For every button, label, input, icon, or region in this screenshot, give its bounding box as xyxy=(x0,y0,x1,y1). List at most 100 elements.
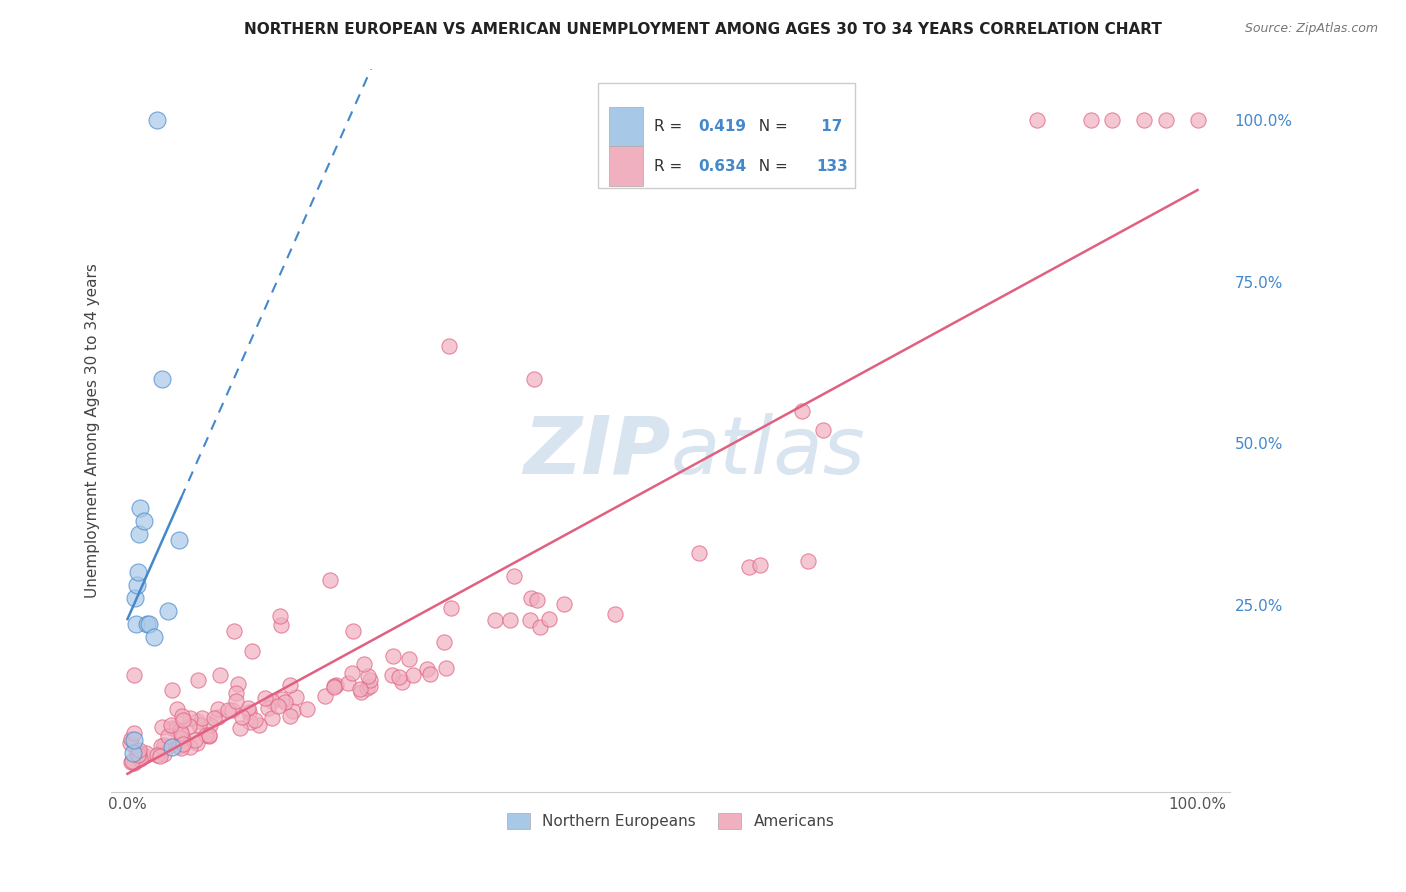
Point xyxy=(217,703,239,717)
Point xyxy=(603,607,626,621)
Point xyxy=(342,665,364,680)
Point xyxy=(357,669,380,683)
Point xyxy=(440,601,463,615)
Point xyxy=(121,746,143,760)
Point xyxy=(274,695,297,709)
Text: 0.634: 0.634 xyxy=(699,159,747,174)
Point xyxy=(553,597,575,611)
Point xyxy=(359,673,381,687)
Point xyxy=(281,704,304,718)
Point xyxy=(132,748,155,763)
Text: R =: R = xyxy=(654,159,688,174)
Point xyxy=(322,679,344,693)
Point xyxy=(1133,113,1156,128)
Point xyxy=(125,743,148,757)
Point xyxy=(128,747,150,762)
Point xyxy=(737,560,759,574)
Point xyxy=(319,573,342,587)
Point xyxy=(1154,113,1177,128)
Point xyxy=(523,371,546,385)
Point xyxy=(157,730,180,744)
Point xyxy=(150,720,173,734)
Text: N =: N = xyxy=(749,159,793,174)
Point xyxy=(170,709,193,723)
Point xyxy=(118,736,141,750)
Point xyxy=(122,733,145,747)
Point xyxy=(402,668,425,682)
Point xyxy=(688,546,710,560)
Point xyxy=(262,693,284,707)
Point xyxy=(749,558,772,572)
Point xyxy=(381,668,404,682)
Point xyxy=(179,739,201,754)
Point xyxy=(271,692,294,706)
Point xyxy=(240,644,263,658)
Point xyxy=(121,754,143,768)
Point xyxy=(174,735,197,749)
Point xyxy=(120,731,142,746)
Point xyxy=(1026,113,1049,128)
Point xyxy=(262,711,284,725)
Point xyxy=(236,701,259,715)
Point xyxy=(129,500,152,515)
Point xyxy=(529,620,551,634)
Point xyxy=(342,624,364,638)
Point xyxy=(197,729,219,743)
Point xyxy=(152,742,174,756)
Text: R =: R = xyxy=(654,119,688,134)
Point xyxy=(416,663,439,677)
Point xyxy=(419,667,441,681)
Legend: Northern Europeans, Americans: Northern Europeans, Americans xyxy=(501,806,841,835)
Point xyxy=(165,723,187,737)
Point xyxy=(295,702,318,716)
Text: 17: 17 xyxy=(815,119,842,134)
Point xyxy=(225,693,247,707)
Point xyxy=(323,680,346,694)
Point xyxy=(128,743,150,757)
Point xyxy=(254,690,277,705)
Point xyxy=(520,591,543,605)
Point xyxy=(170,725,193,739)
Point xyxy=(186,714,208,728)
Point xyxy=(225,686,247,700)
Point xyxy=(350,685,373,699)
Point xyxy=(160,683,183,698)
Point xyxy=(239,714,262,729)
Point xyxy=(153,738,176,752)
Point xyxy=(169,723,191,738)
Point xyxy=(432,634,454,648)
FancyBboxPatch shape xyxy=(609,146,643,186)
Point xyxy=(160,722,183,736)
Point xyxy=(194,728,217,742)
Point xyxy=(231,710,253,724)
Point xyxy=(138,617,160,632)
Point xyxy=(336,676,359,690)
Point xyxy=(127,578,149,592)
Point xyxy=(247,717,270,731)
Point xyxy=(388,669,411,683)
Point xyxy=(179,711,201,725)
Text: ZIP: ZIP xyxy=(523,413,671,491)
Point xyxy=(186,736,208,750)
Point xyxy=(811,423,834,437)
Point xyxy=(278,678,301,692)
Point xyxy=(537,612,560,626)
Text: 0.419: 0.419 xyxy=(699,119,747,134)
Bar xyxy=(598,83,855,188)
Point xyxy=(257,700,280,714)
Y-axis label: Unemployment Among Ages 30 to 34 years: Unemployment Among Ages 30 to 34 years xyxy=(86,263,100,598)
Point xyxy=(499,613,522,627)
Point xyxy=(270,617,292,632)
Point xyxy=(353,657,375,672)
Point xyxy=(172,714,194,728)
Point xyxy=(146,747,169,762)
Point xyxy=(179,718,201,732)
Point xyxy=(229,721,252,735)
Point xyxy=(122,756,145,770)
Point xyxy=(381,648,404,663)
Point xyxy=(191,711,214,725)
Point xyxy=(349,681,371,696)
Point xyxy=(149,739,172,753)
Point xyxy=(169,741,191,756)
Point xyxy=(149,748,172,763)
